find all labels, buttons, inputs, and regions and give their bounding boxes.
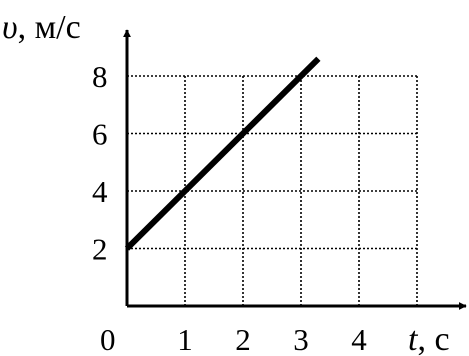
series [124, 56, 321, 251]
origin-label: 0 [100, 322, 116, 356]
y-axis-var: υ [2, 9, 18, 46]
y-axis-label: υ, м/с [2, 9, 81, 46]
x-tick-label: 2 [235, 322, 251, 356]
y-tick-label: 4 [92, 174, 108, 209]
x-axis-unit: , с [417, 321, 449, 356]
x-tick-label: 3 [293, 322, 309, 356]
series-line [124, 56, 321, 251]
y-tick-label: 6 [92, 117, 108, 152]
y-axis-unit: , м/с [18, 9, 81, 46]
x-axis-label: t, с [408, 321, 450, 356]
y-tick-label: 2 [92, 232, 108, 267]
x-axis-var: t [408, 321, 419, 356]
tick-labels: 1 2 3 4 2 4 6 8 [92, 59, 367, 356]
grid [127, 75, 418, 306]
x-tick-label: 4 [351, 322, 367, 356]
y-tick-label: 8 [92, 59, 108, 94]
x-tick-label: 1 [177, 322, 193, 356]
axes [123, 29, 467, 310]
axis-labels: υ, м/с t, с 0 [2, 9, 450, 356]
